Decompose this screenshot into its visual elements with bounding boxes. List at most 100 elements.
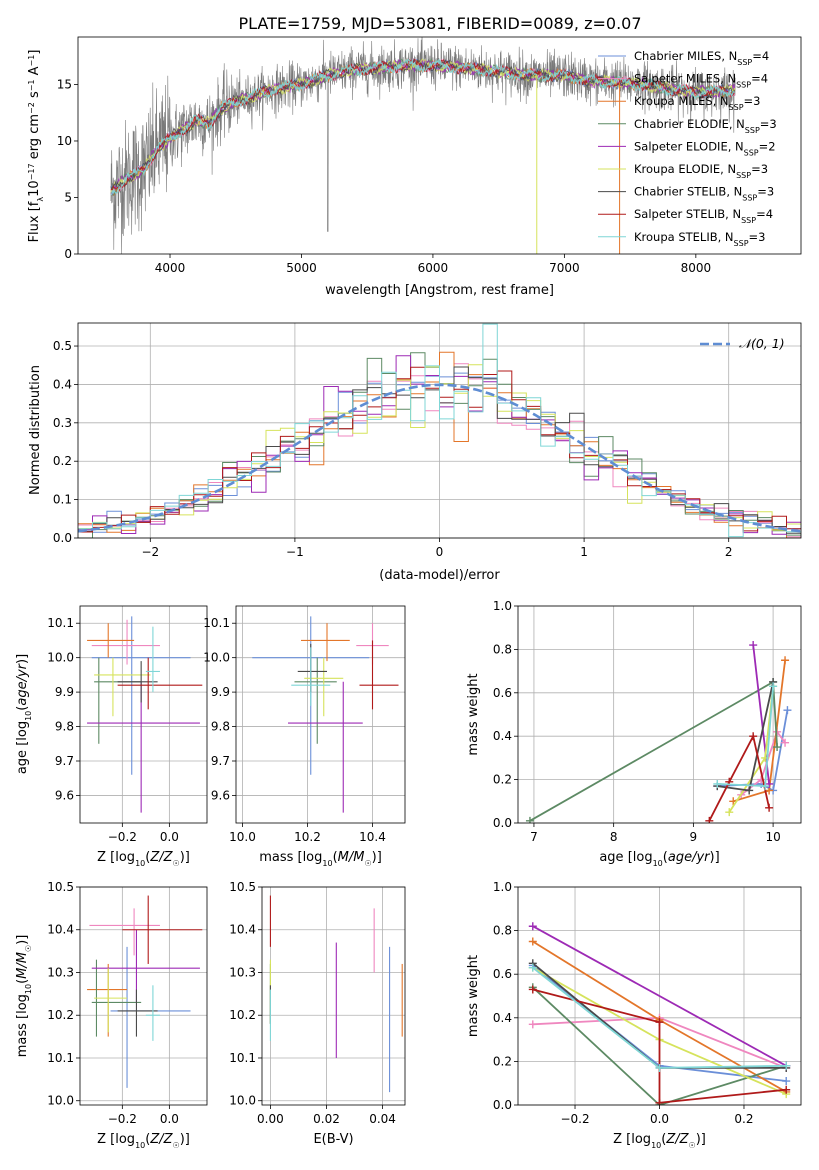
age-vs-metallicity-panel: −0.2 0.09.69.79.89.910.010.1Z [log10(Z/Z☉… [15, 605, 208, 868]
y-tick-label: 5 [64, 190, 72, 204]
label-part: −2 [27, 102, 36, 114]
weight-marker [655, 1063, 664, 1072]
errorbar-point [94, 968, 128, 1033]
y-tick-label: 10.2 [229, 1008, 256, 1022]
label-part: ☉ [24, 945, 33, 952]
weight-line [532, 925, 787, 1067]
weight-marker [528, 937, 537, 946]
errorbar-point [87, 681, 200, 813]
weight-plot-area [525, 641, 792, 823]
y-tick-label: 10.0 [47, 651, 74, 665]
spectrum-model-line [110, 58, 736, 193]
weight-line [740, 729, 786, 796]
errorbar-point [91, 619, 160, 665]
weight-marker [782, 1085, 791, 1094]
label-part: 10 [651, 1141, 661, 1150]
spectrum-model-line [110, 58, 736, 196]
y-tick-label: 10.4 [229, 923, 256, 937]
y-tick-label: 0.6 [493, 967, 512, 981]
weight-marker [782, 1061, 791, 1070]
label-part: Z/Z [149, 1132, 173, 1147]
label-part: mass [log [15, 994, 30, 1057]
errorbar-point [294, 657, 337, 744]
label-part: M/M [338, 850, 365, 865]
y-axis-label: Flux [fλ10−17 erg cm−2 s−1 A−1] [27, 50, 45, 243]
label-part: λ [36, 197, 45, 202]
errorbar-point [117, 661, 158, 703]
y-tick-label: 9.8 [55, 720, 74, 734]
x-axis-label: age [log10(age/yr)] [599, 850, 719, 868]
errorbar-point [89, 908, 160, 956]
weight-line [532, 988, 787, 1104]
y-tick-label: 0.8 [493, 642, 512, 656]
label-part: ☉ [173, 859, 180, 868]
legend-label: Chabrier ELODIE, NSSP=3 [634, 117, 777, 135]
errorbar-point [94, 657, 142, 744]
label-part: ☉ [173, 1141, 180, 1150]
label-part: Z/Z [149, 850, 173, 865]
legend-label-sub: SSP [736, 171, 751, 180]
weight-marker [749, 732, 758, 741]
errorbar-plot-area [252, 616, 399, 813]
label-part: E(B-V) [313, 1132, 353, 1147]
y-tick-label: 10.0 [47, 1094, 74, 1108]
legend-label-main: Chabrier MILES, N [634, 49, 737, 63]
weight-marker [528, 922, 537, 931]
label-part: 10 [322, 859, 332, 868]
y-tick-label: 10.4 [47, 923, 74, 937]
label-part: ( [333, 850, 338, 865]
label-part: M/M [15, 952, 30, 979]
weight-marker [781, 656, 790, 665]
label-part: Flux [f [27, 201, 42, 242]
x-tick-label: 8 [610, 830, 618, 844]
label-part: ( [661, 1132, 666, 1147]
weight-marker [783, 706, 792, 715]
y-tick-label: 0.2 [493, 1054, 512, 1068]
label-part: age [log [15, 721, 30, 774]
label-part: )] [180, 1132, 190, 1147]
y-tick-label: 10.1 [47, 1051, 74, 1065]
legend-label: Salpeter MILES, NSSP=4 [634, 72, 768, 90]
x-tick-label: 10.0 [229, 830, 256, 844]
label-part: )] [180, 850, 190, 865]
label-part: ☉ [689, 1141, 696, 1150]
weight-marker [525, 816, 534, 823]
weight-marker [761, 782, 770, 791]
y-tick-label: 9.6 [55, 788, 74, 802]
errorbar-point [87, 963, 128, 1037]
x-tick-label: 0.2 [734, 1112, 753, 1126]
label-part: 10 [653, 859, 663, 868]
y-tick-label: 9.9 [211, 685, 230, 699]
y-tick-label: 0.2 [493, 773, 512, 787]
y-tick-label: 9.7 [55, 754, 74, 768]
errorbar-point [122, 895, 203, 964]
legend-label-sub: SSP [736, 80, 751, 89]
x-axis-label: (data-model)/error [379, 568, 500, 583]
errorbar-point [291, 647, 331, 706]
y-tick-label: 10.0 [229, 1094, 256, 1108]
weight-marker [705, 816, 714, 823]
x-tick-label: 9 [690, 830, 698, 844]
label-part: −1 [27, 79, 36, 91]
y-tick-label: 10.2 [47, 1008, 74, 1022]
y-axis-label: mass [log10(M/M☉)] [15, 935, 33, 1058]
y-axis-label: mass weight [466, 673, 481, 755]
label-part: ] [27, 50, 42, 55]
weight-marker [769, 682, 778, 691]
legend-label: Salpeter STELIB, NSSP=4 [634, 207, 773, 225]
spectrum-plot-area [110, 37, 736, 254]
y-tick-label: 10.5 [47, 880, 74, 894]
legend-label-tail: =2 [759, 139, 776, 153]
legend-label: Kroupa STELIB, NSSP=3 [634, 230, 765, 248]
x-tick-label: 10.2 [294, 830, 321, 844]
label-part: 10 [24, 984, 33, 994]
errorbar-point [87, 623, 135, 658]
legend-label-tail: =3 [751, 162, 768, 176]
x-tick-label: 0.0 [160, 1112, 179, 1126]
errorbar-plot-area [269, 895, 403, 1093]
x-tick-label: −0.2 [108, 1112, 137, 1126]
label-part: 10 [24, 711, 33, 721]
y-axis-label: age [log10(age/yr)] [15, 654, 33, 774]
legend-label-sub: SSP [734, 238, 749, 247]
